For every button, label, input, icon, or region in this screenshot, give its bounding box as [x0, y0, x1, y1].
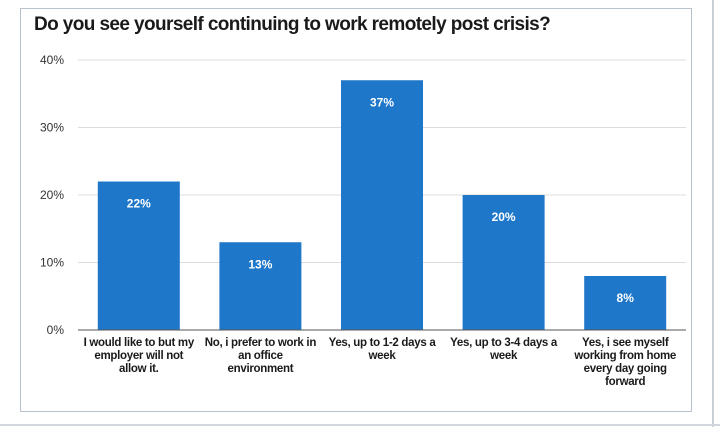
bar-value-label: 13%: [248, 257, 272, 271]
bar: [97, 181, 180, 330]
x-category-label: Yes, up to 1-2 days a week: [328, 337, 436, 362]
bar-value-label: 20%: [492, 210, 516, 224]
x-category-label: Yes, i see myself working from home ever…: [574, 337, 676, 388]
bar-value-label: 22%: [127, 197, 151, 211]
bar-value-label: 8%: [617, 291, 635, 305]
y-tick-label: 40%: [40, 53, 64, 67]
chart-title: Do you see yourself continuing to work r…: [34, 14, 551, 35]
bar: [584, 276, 667, 330]
page-edge-right: [712, 0, 714, 427]
page-edge-bottom: [0, 424, 720, 426]
bar: [462, 195, 545, 330]
y-tick-label: 0%: [47, 323, 65, 337]
bars: 22% 13% 37% 20% 8%: [97, 80, 667, 330]
x-category-label: I would like to but my employer will not…: [83, 337, 195, 375]
x-category-label: No, i prefer to work in an office enviro…: [204, 337, 317, 375]
y-tick-label: 20%: [40, 188, 64, 202]
y-tick-label: 10%: [40, 256, 64, 270]
y-tick-label: 30%: [40, 121, 64, 135]
bar-value-label: 37%: [370, 95, 394, 109]
bar: [341, 80, 423, 330]
x-category-label: Yes, up to 3-4 days a week: [450, 337, 558, 362]
bar: [219, 242, 302, 330]
y-axis-ticks: 0% 10% 20% 30% 40%: [40, 53, 64, 337]
